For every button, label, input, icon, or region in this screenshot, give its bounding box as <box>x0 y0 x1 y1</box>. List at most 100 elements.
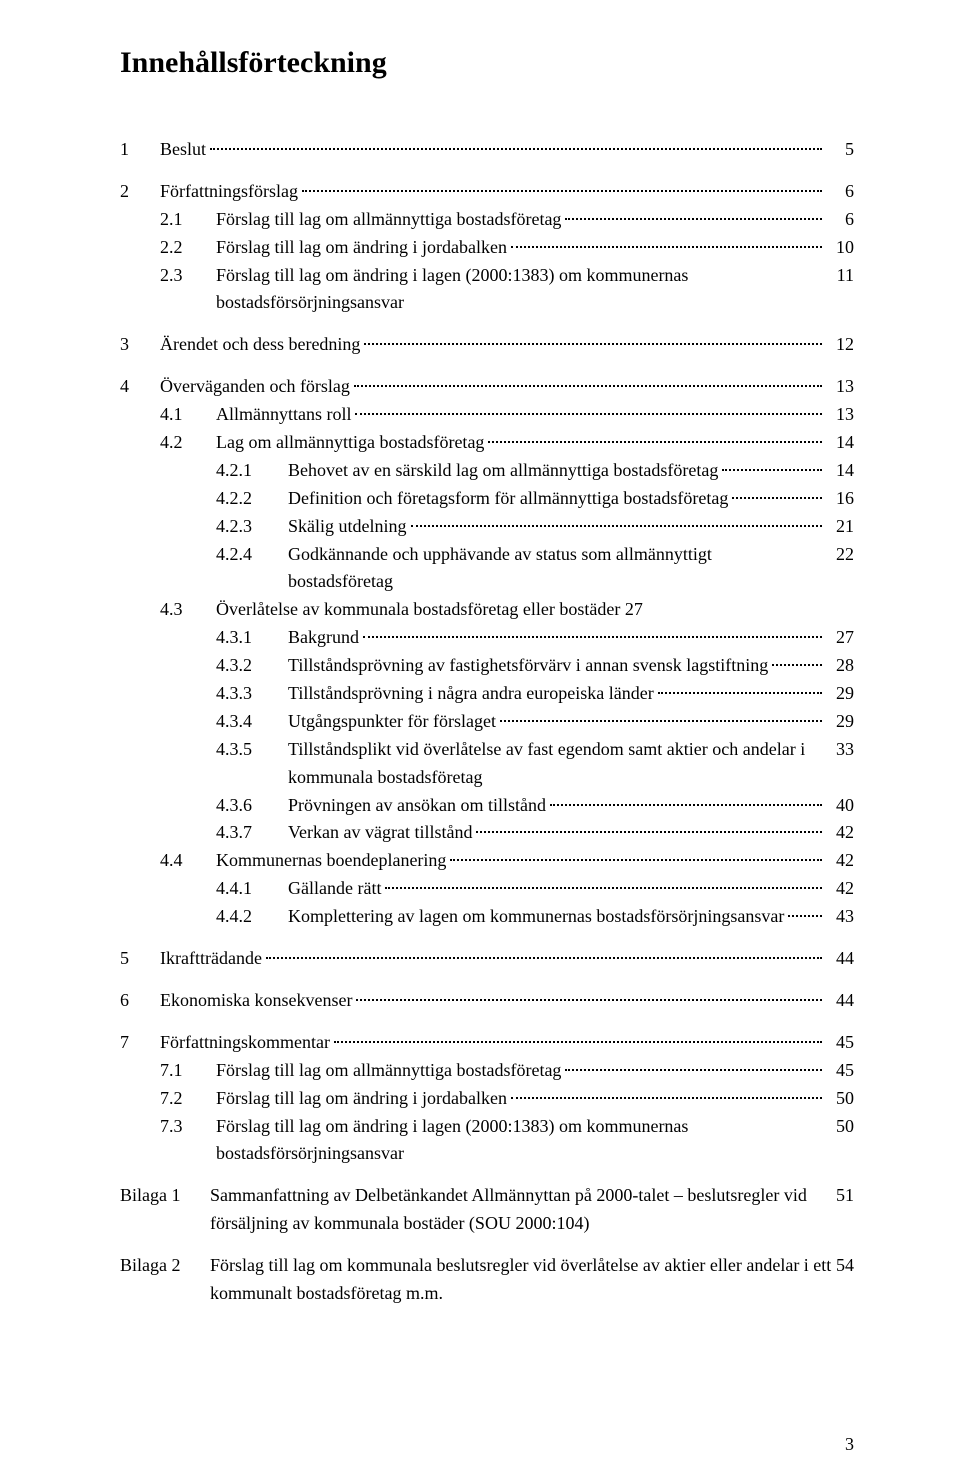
toc-page: 5 <box>826 136 854 164</box>
toc-label: Skälig utdelning <box>288 513 407 541</box>
toc-entry: 7.1Förslag till lag om allmännyttiga bos… <box>160 1057 854 1085</box>
toc-page: 50 <box>826 1085 854 1113</box>
toc-label: Definition och företagsform för allmänny… <box>288 485 728 513</box>
toc-label: Överlåtelse av kommunala bostadsföretag … <box>216 596 620 624</box>
toc-entry: 2Författningsförslag6 <box>120 178 854 206</box>
toc-page: 43 <box>826 903 854 931</box>
toc-label: Förslag till lag om ändring i jordabalke… <box>216 1085 507 1113</box>
toc-label: Förslag till lag om kommunala beslutsreg… <box>210 1252 832 1308</box>
toc-page: 6 <box>826 178 854 206</box>
toc-number: 4.2.2 <box>216 485 288 513</box>
toc-page: 11 <box>826 262 854 290</box>
toc-label: Bakgrund <box>288 624 359 652</box>
toc-number: 4.3.4 <box>216 708 288 736</box>
toc-leader-dots <box>500 709 822 722</box>
toc-number: 4.3.5 <box>216 736 288 764</box>
toc-number: 7.1 <box>160 1057 216 1085</box>
toc-leader-dots <box>210 137 822 150</box>
toc-number: 5 <box>120 945 160 973</box>
toc-number: 4.2.4 <box>216 541 288 569</box>
toc-entry: 4.4.1Gällande rätt42 <box>216 875 854 903</box>
toc-leader-dots <box>788 904 822 917</box>
toc-label: Kommunernas boendeplanering <box>216 847 446 875</box>
toc-entry: 7.2Förslag till lag om ändring i jordaba… <box>160 1085 854 1113</box>
toc-number: 1 <box>120 136 160 164</box>
toc-entry: 4Överväganden och förslag13 <box>120 373 854 401</box>
toc-entry: 4.4Kommunernas boendeplanering 42 <box>160 847 854 875</box>
toc-entry: 4.1Allmännyttans roll13 <box>160 401 854 429</box>
toc-number: 4.1 <box>160 401 216 429</box>
toc-label: Författningskommentar <box>160 1029 330 1057</box>
toc-label: Komplettering av lagen om kommunernas bo… <box>288 903 784 931</box>
toc-number: 4.2.1 <box>216 457 288 485</box>
toc-leader-dots <box>732 486 822 499</box>
toc-leader-dots <box>385 876 822 889</box>
toc-label: Författningsförslag <box>160 178 298 206</box>
toc-page: 10 <box>826 234 854 262</box>
toc-page: 42 <box>826 875 854 903</box>
toc-page: 27 <box>620 596 643 624</box>
toc-entry: 2.2Förslag till lag om ändring i jordaba… <box>160 234 854 262</box>
toc-page: 40 <box>826 792 854 820</box>
toc-leader-dots <box>550 793 822 806</box>
page-number: 3 <box>845 1434 854 1455</box>
toc-entry: 2.3Förslag till lag om ändring i lagen (… <box>160 262 854 318</box>
toc-leader-dots <box>658 681 822 694</box>
toc-entry: 5Ikraftträdande 44 <box>120 945 854 973</box>
toc-page: 29 <box>826 708 854 736</box>
toc-entry: 4.4.2Komplettering av lagen om kommunern… <box>216 903 854 931</box>
toc-number: 2.1 <box>160 206 216 234</box>
toc-page: 45 <box>826 1057 854 1085</box>
toc-number: 6 <box>120 987 160 1015</box>
toc-number: 4.3 <box>160 596 216 624</box>
toc-leader-dots <box>511 1086 822 1099</box>
toc-page: 27 <box>826 624 854 652</box>
toc-leader-dots <box>364 333 822 346</box>
toc-label: Verkan av vägrat tillstånd <box>288 819 472 847</box>
toc-page: 42 <box>826 847 854 875</box>
toc-page: 12 <box>826 331 854 359</box>
toc-number: 4.4 <box>160 847 216 875</box>
toc-page: 44 <box>826 945 854 973</box>
toc-number: 4.3.3 <box>216 680 288 708</box>
toc-number: 2.3 <box>160 262 216 290</box>
toc-label: Tillståndsplikt vid överlåtelse av fast … <box>288 736 818 792</box>
toc-entry: 3Ärendet och dess beredning12 <box>120 331 854 359</box>
toc-page: 28 <box>826 652 854 680</box>
toc-page: 54 <box>832 1252 855 1280</box>
toc-leader-dots <box>334 1030 822 1043</box>
toc-page: 21 <box>826 513 854 541</box>
toc-leader-dots <box>565 1058 822 1071</box>
toc-label: Lag om allmännyttiga bostadsföretag <box>216 429 484 457</box>
toc-label: Ikraftträdande <box>160 945 262 973</box>
toc-leader-dots <box>266 946 822 959</box>
toc-number: 4.4.2 <box>216 903 288 931</box>
table-of-contents: 1Beslut52Författningsförslag62.1Förslag … <box>120 136 854 1308</box>
toc-label: Beslut <box>160 136 206 164</box>
toc-entry: 4.3.4Utgångspunkter för förslaget29 <box>216 708 854 736</box>
toc-entry: 7.3Förslag till lag om ändring i lagen (… <box>160 1113 854 1169</box>
toc-label: Förslag till lag om allmännyttiga bostad… <box>216 206 561 234</box>
toc-label: Tillståndsprövning av fastighetsförvärv … <box>288 652 768 680</box>
toc-leader-dots <box>511 235 822 248</box>
toc-page: 13 <box>826 401 854 429</box>
toc-page: 51 <box>826 1182 854 1210</box>
toc-label: Behovet av en särskild lag om allmännytt… <box>288 457 718 485</box>
toc-leader-dots <box>450 849 822 862</box>
toc-entry: 7Författningskommentar45 <box>120 1029 854 1057</box>
toc-number: 2.2 <box>160 234 216 262</box>
toc-leader-dots <box>772 653 822 666</box>
toc-entry: 4.2.1Behovet av en särskild lag om allmä… <box>216 457 854 485</box>
toc-leader-dots <box>476 821 822 834</box>
toc-entry: 4.3.7Verkan av vägrat tillstånd42 <box>216 819 854 847</box>
page-title: Innehållsförteckning <box>120 46 854 80</box>
toc-leader-dots <box>488 430 822 443</box>
toc-page: 44 <box>826 987 854 1015</box>
toc-entry: 2.1Förslag till lag om allmännyttiga bos… <box>160 206 854 234</box>
toc-label: Gällande rätt <box>288 875 381 903</box>
toc-number: 4 <box>120 373 160 401</box>
toc-number: 7.2 <box>160 1085 216 1113</box>
toc-leader-dots <box>722 458 822 471</box>
toc-entry: 6Ekonomiska konsekvenser44 <box>120 987 854 1015</box>
toc-leader-dots <box>354 374 822 387</box>
